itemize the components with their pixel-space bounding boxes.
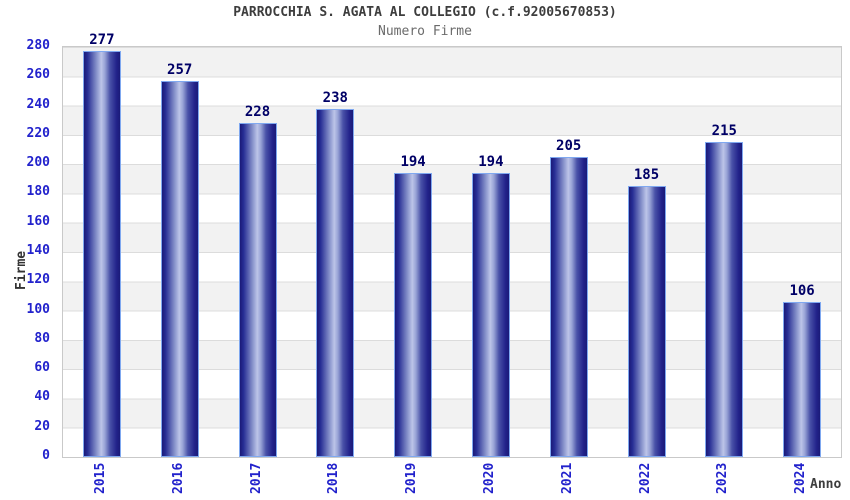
bar-value-label: 238 (322, 89, 348, 106)
y-tick-140: 140 (26, 243, 50, 258)
bar-2024 (783, 301, 822, 457)
x-tick-2018: 2018 (326, 462, 342, 494)
x-tick-2017: 2017 (248, 462, 264, 494)
x-tick-2024: 2024 (793, 462, 809, 494)
chart-subtitle: Numero Firme (378, 24, 472, 39)
y-tick-220: 220 (26, 125, 50, 141)
x-tick-2015: 2015 (92, 462, 108, 494)
bar-value-label: 228 (244, 104, 271, 121)
y-tick-80: 80 (34, 330, 50, 346)
bar-2017 (238, 123, 277, 457)
bar-value-label: 277 (89, 32, 115, 49)
y-tick-120: 120 (26, 272, 50, 288)
x-tick-2021: 2021 (559, 462, 575, 494)
bar-2023 (705, 142, 744, 457)
bar-value-label: 194 (478, 153, 504, 170)
bar-value-label: 194 (400, 153, 426, 170)
y-axis-label: Firme (14, 250, 29, 290)
bar-2018 (316, 108, 355, 457)
y-tick-200: 200 (26, 155, 50, 171)
x-axis-label: Anno (810, 477, 842, 492)
x-tick-2020: 2020 (481, 462, 497, 494)
plot-area: 277 257 228 238 194 194 205 185 215 106 (62, 32, 842, 458)
y-tick-280: 280 (26, 38, 50, 53)
y-tick-60: 60 (34, 360, 50, 376)
y-tick-260: 260 (26, 67, 50, 83)
y-tick-240: 240 (26, 96, 50, 112)
x-tick-2022: 2022 (637, 462, 653, 494)
y-tick-180: 180 (26, 184, 50, 200)
x-tick-2023: 2023 (715, 462, 731, 494)
y-tick-160: 160 (26, 213, 50, 229)
y-axis-tick-labels: 0 20 40 60 80 100 120 140 160 180 200 220 240 260 280 (0, 38, 56, 463)
bar-2021 (549, 156, 588, 457)
x-tick-2019: 2019 (404, 462, 420, 494)
bar-value-label: 106 (789, 282, 815, 299)
y-tick-0: 0 (42, 448, 50, 463)
bar-value-label: 205 (556, 137, 582, 154)
bar-2020 (471, 172, 510, 457)
y-tick-20: 20 (34, 418, 50, 434)
bar-2016 (160, 80, 199, 457)
x-axis-tick-labels: 2015 2016 2017 2018 2019 2020 2021 2022 2023 2024 (62, 461, 840, 499)
x-tick-2016: 2016 (170, 462, 186, 494)
bar-value-label: 185 (633, 167, 660, 184)
bar-2019 (394, 172, 433, 457)
chart-title: PARROCCHIA S. AGATA AL COLLEGIO (c.f.920… (233, 5, 617, 20)
bar-value-label: 257 (167, 61, 193, 78)
bar-2015 (82, 51, 121, 457)
y-tick-100: 100 (26, 301, 50, 317)
bar-2022 (627, 186, 666, 457)
y-tick-40: 40 (34, 389, 50, 405)
bar-value-label: 215 (711, 123, 737, 140)
